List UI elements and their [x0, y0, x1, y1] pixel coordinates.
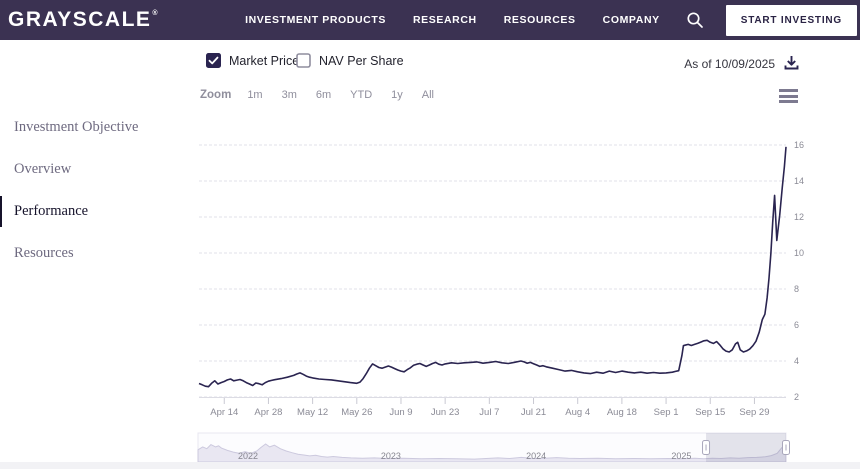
x-axis-label: Sep 1 [654, 407, 679, 418]
download-icon [784, 56, 799, 70]
x-axis-label: Apr 28 [254, 407, 282, 418]
y-axis-label: 8 [794, 284, 799, 294]
x-axis-label: Aug 4 [565, 407, 590, 418]
x-axis-label: Jun 9 [389, 407, 412, 418]
x-axis-label: Apr 14 [210, 407, 238, 418]
market-price-label: Market Price [229, 53, 300, 68]
navigator-selected-range[interactable] [706, 433, 786, 462]
y-axis-label: 10 [794, 248, 804, 258]
search-button[interactable] [686, 11, 704, 29]
nav-per-share-label: NAV Per Share [319, 53, 404, 68]
x-axis-label: May 26 [341, 407, 372, 418]
x-axis-label: Jun 23 [431, 407, 460, 418]
market-price-checkbox[interactable]: Market Price [206, 53, 299, 68]
price-chart: 2 4 6 8 10 12 14 16 Apr 14 Apr 28 May 12 May 26 Jun … [195, 110, 860, 466]
registered-mark: ® [152, 10, 160, 17]
download-button[interactable] [782, 53, 801, 77]
hamburger-icon [779, 94, 798, 98]
x-axis-label: Aug 18 [607, 407, 637, 418]
navigator-year-label: 2025 [671, 451, 691, 461]
sidebar-item-performance[interactable]: Performance [0, 196, 190, 227]
range-button-3m[interactable]: 3m [281, 89, 297, 101]
brand-text: GRAYSCALE [8, 8, 152, 31]
nav-item-resources[interactable]: RESOURCES [503, 14, 576, 26]
hamburger-icon [779, 89, 798, 92]
range-button-6m[interactable]: 6m [315, 89, 332, 101]
range-button-all[interactable]: All [421, 89, 435, 101]
x-axis-label: Jul 21 [521, 407, 546, 418]
range-button-1m[interactable]: 1m [247, 89, 263, 101]
nav-item-company[interactable]: COMPANY [602, 14, 660, 26]
x-axis-label: Jul 7 [479, 407, 499, 418]
hamburger-icon [779, 100, 798, 103]
y-axis-label: 12 [794, 212, 804, 222]
start-investing-button[interactable]: START INVESTING [725, 4, 857, 36]
app-header: GRAYSCALE ® INVESTMENT PRODUCTS RESEARCH RE… [0, 0, 860, 40]
section-sidebar: Investment Objective Overview Performance R… [0, 112, 190, 280]
navigator-year-label: 2023 [381, 451, 401, 461]
y-axis-label: 2 [794, 392, 799, 402]
x-axis-label: May 12 [297, 407, 328, 418]
zoom-label: Zoom [200, 89, 232, 101]
x-axis-label: Sep 15 [695, 407, 725, 418]
nav-per-share-checkbox[interactable]: NAV Per Share [296, 53, 404, 68]
sidebar-item-resources[interactable]: Resources [14, 245, 74, 261]
chart-menu-button[interactable] [779, 88, 799, 104]
grayscale-logo[interactable]: GRAYSCALE ® [8, 8, 159, 32]
main-nav: INVESTMENT PRODUCTS RESEARCH RESOURCES COMP… [245, 14, 660, 26]
y-axis-label: 16 [794, 140, 804, 150]
zoom-toolbar: Zoom 1m 3m 6m YTD 1y All [200, 87, 437, 103]
market-price-series [198, 146, 787, 388]
sidebar-item-investment-objective[interactable]: Investment Objective [14, 119, 139, 135]
checkbox-checked-icon [206, 53, 221, 68]
range-button-1y[interactable]: 1y [391, 89, 403, 101]
navigator-series [197, 443, 787, 463]
search-icon [687, 12, 703, 28]
y-axis-label: 14 [794, 176, 804, 186]
bottom-strip [0, 462, 860, 469]
navigator-year-label: 2022 [238, 451, 258, 461]
nav-item-research[interactable]: RESEARCH [412, 14, 477, 26]
range-button-ytd[interactable]: YTD [350, 89, 373, 101]
sidebar-item-overview[interactable]: Overview [14, 161, 72, 177]
y-axis-label: 4 [794, 356, 799, 366]
y-axis-label: 6 [794, 320, 799, 330]
x-axis-label: Sep 29 [739, 407, 769, 418]
nav-item-investment-products[interactable]: INVESTMENT PRODUCTS [245, 14, 386, 26]
checkbox-unchecked-icon [296, 53, 311, 68]
as-of-date: As of 10/09/2025 [684, 57, 775, 71]
navigator-year-label: 2024 [526, 451, 546, 461]
